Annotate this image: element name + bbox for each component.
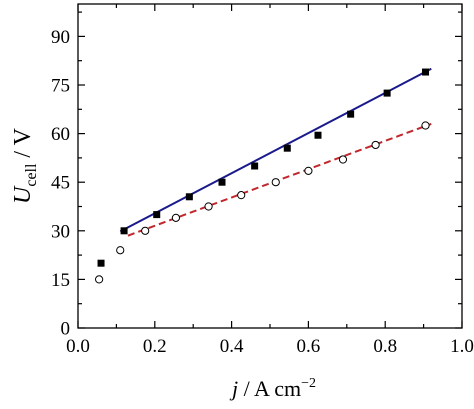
axes [77, 3, 463, 329]
data-point-open-circle [304, 166, 313, 175]
x-tick-label: 0.4 [220, 336, 244, 357]
y-tick-label: 75 [51, 76, 70, 97]
data-point-filled-square [218, 178, 226, 186]
data-point-filled-square [251, 162, 259, 170]
data-point-open-circle [237, 191, 246, 200]
y-tick-label: 15 [51, 270, 70, 291]
x-tick-label: 0.6 [297, 336, 321, 357]
y-tick-label: 30 [51, 221, 70, 242]
data-point-filled-square [347, 110, 355, 118]
y-axis-title: Ucell / V [10, 127, 40, 204]
data-point-open-circle [95, 275, 104, 284]
x-tick-label: 0.8 [373, 336, 397, 357]
axis-labels: 0.0 0.2 0.4 0.6 0.8 1.0 0 15 30 45 60 75 90 j / A cm−… [10, 27, 474, 401]
y-tick-label: 60 [51, 124, 70, 145]
x-tick-label: 0.0 [66, 336, 90, 357]
x-tick-label: 0.2 [143, 336, 167, 357]
y-tick-label: 45 [51, 173, 70, 194]
data-point-open-circle [421, 121, 430, 130]
data-point-open-circle [116, 246, 125, 255]
x-axis-title-exponent: −2 [301, 376, 316, 391]
y-axis-title-symbol: U [10, 185, 36, 204]
y-axis-title-unit: / V [10, 127, 36, 163]
data-point-filled-square [422, 68, 430, 76]
fit-line-dashed [127, 122, 432, 237]
plot-frame [77, 3, 463, 329]
data-point-open-circle [338, 155, 348, 164]
fit-line-solid [119, 67, 432, 233]
data-markers [95, 68, 430, 284]
y-axis-title-subscript: cell [23, 163, 40, 187]
x-tick-label: 1.0 [450, 336, 474, 357]
data-point-filled-square [314, 131, 322, 139]
x-axis-title-unit: / A cm [238, 376, 301, 401]
data-point-filled-square [120, 227, 128, 235]
data-point-filled-square [383, 89, 391, 97]
y-tick-label: 0 [61, 319, 71, 340]
fit-lines [119, 67, 432, 237]
data-point-open-circle [171, 213, 181, 222]
x-axis-title-symbol: j [229, 376, 238, 401]
data-point-filled-square [97, 259, 105, 267]
data-point-filled-square [185, 193, 193, 201]
y-tick-label: 90 [51, 27, 70, 48]
data-point-open-circle [271, 178, 280, 187]
data-point-open-circle [371, 140, 380, 150]
data-point-open-circle [141, 226, 150, 235]
data-point-open-circle [204, 202, 213, 211]
x-axis-title: j / A cm−2 [229, 376, 316, 401]
data-point-filled-square [283, 144, 291, 152]
data-point-filled-square [153, 211, 161, 219]
